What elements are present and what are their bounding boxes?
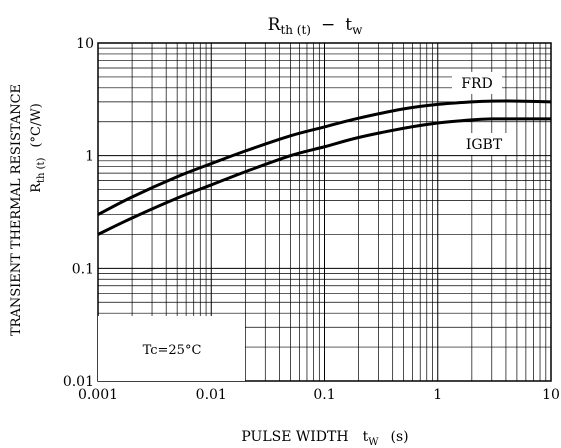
x-label-main: PULSE WIDTH — [241, 429, 348, 445]
title-main: R — [268, 15, 282, 35]
title-main-sub: th (t) — [280, 23, 311, 37]
annotation-text: Tc=25°C — [143, 343, 202, 358]
plot-frame — [97, 42, 552, 382]
y-axis-label-line1: TRANSIENT THERMAL RESISTANCE — [9, 84, 24, 336]
x-label-var-sub: W — [368, 437, 379, 448]
x-label-unit: (s) — [391, 429, 409, 445]
title-var-sub: w — [352, 23, 363, 37]
title-dash: − — [321, 15, 335, 35]
x-axis-label: PULSE WIDTH tW (s) — [241, 429, 408, 448]
annotation-box — [98, 316, 245, 381]
x-tick-label: 1 — [433, 387, 442, 403]
x-tick-label: 0.01 — [196, 387, 227, 403]
x-label-var: t — [363, 429, 369, 445]
series-line-frd — [97, 99, 552, 216]
series-line-igbt — [97, 117, 551, 236]
title-var: t — [345, 15, 352, 35]
plot-border — [97, 42, 552, 382]
y-axis-label-line2: Rth (t) (°C/W) — [29, 103, 47, 193]
y-tick-labels: 0.01 0.1 1 10 — [63, 36, 94, 390]
y-tick-label: 10 — [76, 36, 94, 52]
x-tick-label: 0.1 — [313, 387, 335, 403]
legend-frd-label: FRD — [461, 76, 492, 92]
y-label-main-sub: th (t) — [36, 157, 47, 183]
y-label-main: R — [29, 182, 44, 193]
y-tick-label: 0.1 — [72, 261, 94, 277]
y-tick-label: 0.01 — [63, 374, 94, 390]
series-group — [97, 99, 552, 236]
legend-igbt-label: IGBT — [466, 137, 503, 153]
x-tick-label: 0.001 — [78, 387, 118, 403]
x-tick-label: 10 — [542, 387, 560, 403]
y-tick-label: 1 — [85, 149, 94, 165]
y-label-unit: (°C/W) — [29, 103, 44, 147]
x-tick-labels: 0.001 0.01 0.1 1 10 — [78, 387, 560, 403]
legend-igbt-bg — [452, 133, 514, 155]
legend-frd-bg — [452, 72, 502, 94]
chart-title: Rth (t) − tw — [268, 15, 363, 37]
